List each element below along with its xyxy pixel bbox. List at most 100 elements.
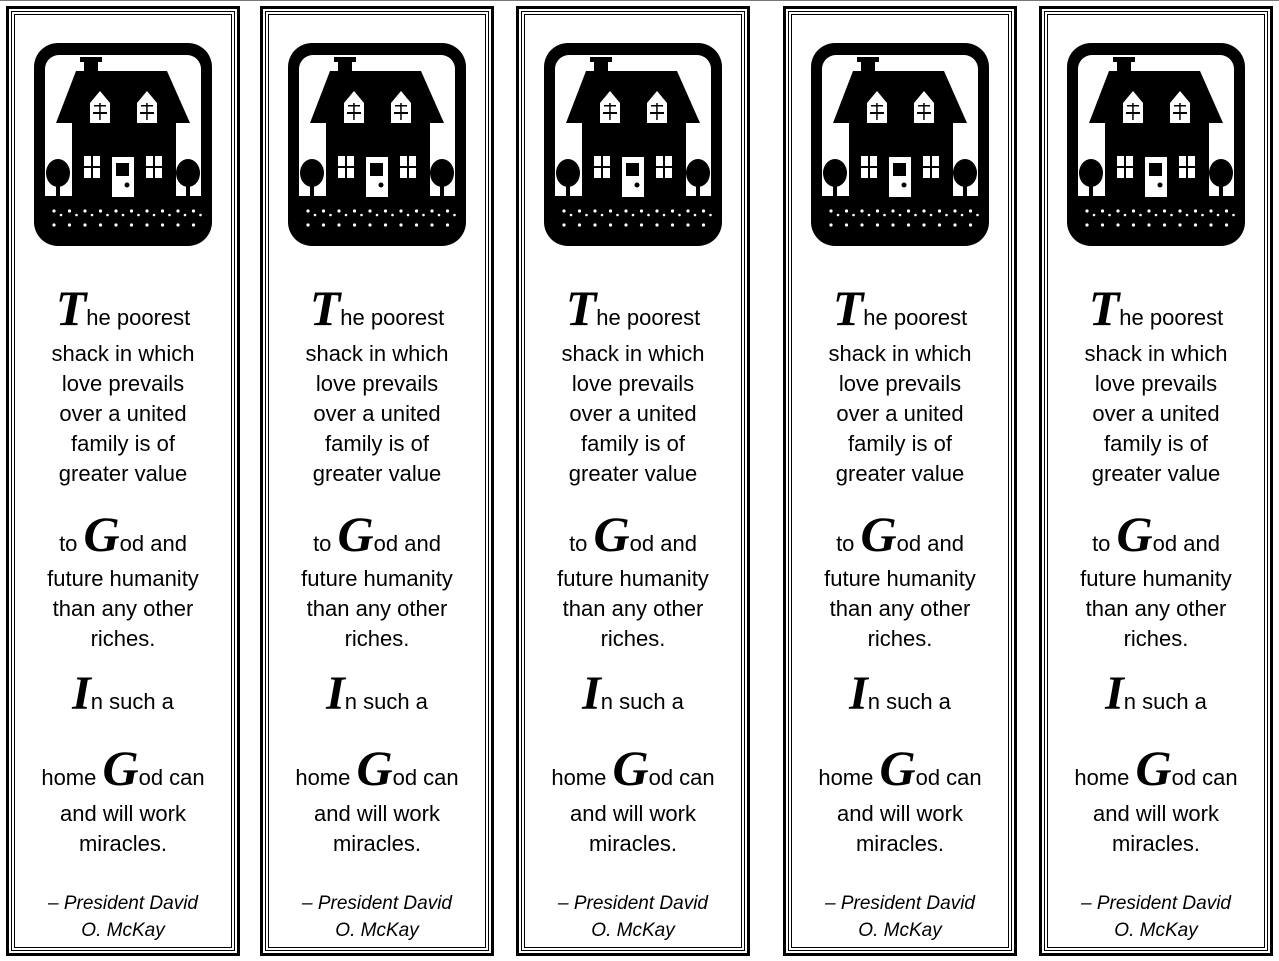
quote-line: shack in which <box>561 341 705 366</box>
text: he poorest <box>596 305 701 330</box>
drop-cap: G <box>1116 506 1153 562</box>
bookmark: The poorest shack in which love prevails o… <box>516 6 750 956</box>
bookmark: The poorest shack in which love prevails o… <box>260 6 494 956</box>
drop-cap: T <box>309 280 341 336</box>
quote-line: love prevails <box>1094 371 1218 396</box>
quote-line: family is of <box>1104 431 1208 456</box>
quote-line: love prevails <box>315 371 439 396</box>
quote-line: In such a <box>9 670 237 718</box>
text: home <box>818 765 880 790</box>
bookmark: The poorest shack in which love prevails o… <box>783 6 1017 956</box>
quote-line: greater value <box>835 461 965 486</box>
text: n such a <box>600 689 684 714</box>
attribution-line: O. McKay <box>81 920 165 941</box>
attribution-line: O. McKay <box>858 920 942 941</box>
quote-line: future humanity <box>1080 566 1232 591</box>
quote-line: riches. <box>600 626 666 651</box>
attribution-line: O. McKay <box>335 920 419 941</box>
drop-cap: I <box>849 667 868 720</box>
text: od can <box>1171 765 1238 790</box>
quote-line: than any other <box>306 596 448 621</box>
quote-line: over a united <box>836 401 964 426</box>
text: od and <box>896 531 964 556</box>
border-line <box>268 14 486 948</box>
border-line <box>11 11 235 951</box>
bookmark: The poorest shack in which love prevails o… <box>6 6 240 956</box>
drop-cap: I <box>1105 667 1124 720</box>
drop-cap: I <box>582 667 601 720</box>
text: od can <box>392 765 459 790</box>
text: od can <box>138 765 205 790</box>
house-icon <box>811 43 989 246</box>
border-line <box>791 14 1009 948</box>
drop-cap: T <box>565 280 597 336</box>
quote-line: riches. <box>867 626 933 651</box>
quote-line: love prevails <box>571 371 695 396</box>
quote-line: greater value <box>1091 461 1221 486</box>
quote-line: family is of <box>325 431 429 456</box>
text: od and <box>373 531 441 556</box>
text: he poorest <box>863 305 968 330</box>
drop-cap: G <box>102 740 139 796</box>
quote-line: future humanity <box>824 566 976 591</box>
quote-line: than any other <box>562 596 704 621</box>
quote-line: than any other <box>1085 596 1227 621</box>
drop-cap: G <box>612 740 649 796</box>
quote-line: than any other <box>52 596 194 621</box>
attribution-line: – President David <box>1081 893 1231 914</box>
attribution-line: – President David <box>48 893 198 914</box>
bookmark: The poorest shack in which love prevails o… <box>1039 6 1273 956</box>
drop-cap: G <box>593 506 630 562</box>
text: od and <box>119 531 187 556</box>
quote-line: shack in which <box>305 341 449 366</box>
quote-line: riches. <box>1123 626 1189 651</box>
quote-line: The poorest <box>519 283 747 333</box>
quote-line: miracles. <box>332 831 421 856</box>
text: to <box>313 531 338 556</box>
quote-line: and will work <box>1093 801 1219 826</box>
quote-line: riches. <box>90 626 156 651</box>
text: od and <box>629 531 697 556</box>
drop-cap: G <box>83 506 120 562</box>
house-icon <box>1067 43 1245 246</box>
quote-line: and will work <box>837 801 963 826</box>
quote-line: greater value <box>312 461 442 486</box>
text: home <box>1074 765 1136 790</box>
quote-line: and will work <box>570 801 696 826</box>
text: n such a <box>344 689 428 714</box>
text: od can <box>648 765 715 790</box>
text: od and <box>1152 531 1220 556</box>
quote-line: and will work <box>60 801 186 826</box>
quote-line: shack in which <box>828 341 972 366</box>
text: n such a <box>1123 689 1207 714</box>
quote-line: miracles. <box>855 831 944 856</box>
quote-line: home God can <box>519 743 747 793</box>
drop-cap: T <box>1088 280 1120 336</box>
quote-line: love prevails <box>838 371 962 396</box>
quote-line: shack in which <box>51 341 195 366</box>
quote-line: In such a <box>263 670 491 718</box>
quote-line: The poorest <box>263 283 491 333</box>
text: he poorest <box>86 305 191 330</box>
text: to <box>569 531 594 556</box>
quote-line: family is of <box>581 431 685 456</box>
quote-line: than any other <box>829 596 971 621</box>
drop-cap: I <box>72 667 91 720</box>
attribution-line: – President David <box>302 893 452 914</box>
attribution-line: O. McKay <box>591 920 675 941</box>
quote-line: future humanity <box>301 566 453 591</box>
attribution-line: O. McKay <box>1114 920 1198 941</box>
quote-line: riches. <box>344 626 410 651</box>
quote-line: and will work <box>314 801 440 826</box>
quote-line: to God and <box>1042 509 1270 559</box>
quote-line: over a united <box>313 401 441 426</box>
quote-line: to God and <box>263 509 491 559</box>
quote-line: miracles. <box>588 831 677 856</box>
quote-line: over a united <box>569 401 697 426</box>
text: od can <box>915 765 982 790</box>
quote-line: future humanity <box>47 566 199 591</box>
quote-line: In such a <box>519 670 747 718</box>
quote-line: The poorest <box>9 283 237 333</box>
drop-cap: G <box>860 506 897 562</box>
text: home <box>551 765 613 790</box>
